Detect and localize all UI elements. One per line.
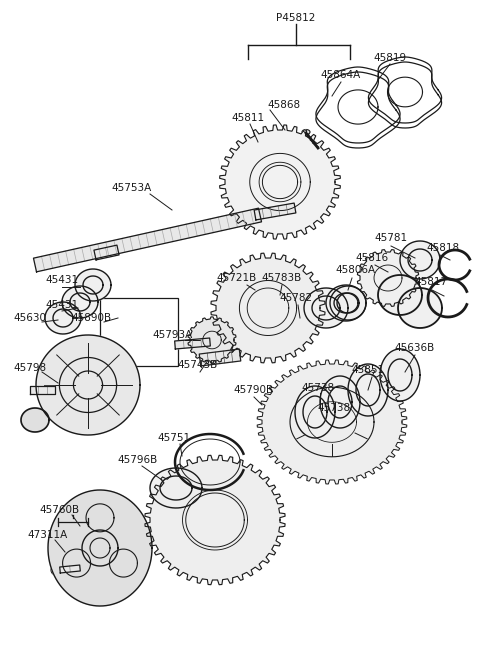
Text: 45818: 45818 xyxy=(426,243,459,253)
Polygon shape xyxy=(400,241,440,279)
Polygon shape xyxy=(60,565,80,573)
Text: 45630: 45630 xyxy=(13,313,47,323)
Text: 45798: 45798 xyxy=(13,363,47,373)
Text: 45890B: 45890B xyxy=(72,313,112,323)
Polygon shape xyxy=(21,408,49,432)
Text: 45851: 45851 xyxy=(351,365,384,375)
Polygon shape xyxy=(304,288,348,328)
Text: 45431: 45431 xyxy=(46,275,79,285)
Text: 45753A: 45753A xyxy=(112,183,152,193)
Text: 45738: 45738 xyxy=(301,383,335,393)
Text: 45760B: 45760B xyxy=(40,505,80,515)
Text: 47311A: 47311A xyxy=(28,530,68,540)
Text: 45816: 45816 xyxy=(355,253,389,263)
Text: 45806A: 45806A xyxy=(335,265,375,275)
Polygon shape xyxy=(220,125,340,239)
Polygon shape xyxy=(145,455,285,584)
Text: 45431: 45431 xyxy=(46,300,79,310)
Text: 45793A: 45793A xyxy=(153,330,193,340)
Polygon shape xyxy=(320,376,360,428)
Polygon shape xyxy=(75,269,111,301)
Polygon shape xyxy=(62,286,98,318)
Polygon shape xyxy=(36,335,140,435)
Polygon shape xyxy=(348,364,388,416)
Polygon shape xyxy=(150,468,202,508)
Polygon shape xyxy=(94,245,119,260)
Polygon shape xyxy=(45,302,81,334)
Polygon shape xyxy=(188,317,236,363)
Text: 45819: 45819 xyxy=(373,53,407,63)
Text: 45636B: 45636B xyxy=(395,343,435,353)
Circle shape xyxy=(51,565,61,575)
Polygon shape xyxy=(254,203,296,220)
Polygon shape xyxy=(330,286,366,320)
Polygon shape xyxy=(48,490,152,606)
Text: 45811: 45811 xyxy=(231,113,264,123)
Polygon shape xyxy=(199,349,241,366)
Polygon shape xyxy=(326,285,366,321)
Polygon shape xyxy=(398,288,442,328)
Text: 45783B: 45783B xyxy=(262,273,302,283)
Polygon shape xyxy=(295,386,335,438)
Polygon shape xyxy=(380,349,420,401)
Polygon shape xyxy=(34,208,262,272)
Polygon shape xyxy=(257,360,407,484)
Polygon shape xyxy=(211,253,325,363)
Polygon shape xyxy=(30,386,55,394)
Text: P45812: P45812 xyxy=(276,13,316,23)
Text: 45781: 45781 xyxy=(374,233,408,243)
Polygon shape xyxy=(175,338,210,349)
Text: 45817: 45817 xyxy=(414,277,447,287)
Text: 45782: 45782 xyxy=(279,293,312,303)
Polygon shape xyxy=(358,249,419,306)
Text: 45790B: 45790B xyxy=(234,385,274,395)
Text: 45868: 45868 xyxy=(267,100,300,110)
Ellipse shape xyxy=(302,129,310,134)
Text: 45751: 45751 xyxy=(157,433,191,443)
Polygon shape xyxy=(378,275,422,315)
Text: 45864A: 45864A xyxy=(321,70,361,80)
Text: 45796B: 45796B xyxy=(118,455,158,465)
Text: 45721B: 45721B xyxy=(217,273,257,283)
Text: 45743B: 45743B xyxy=(178,360,218,370)
Text: 45738: 45738 xyxy=(317,403,350,413)
